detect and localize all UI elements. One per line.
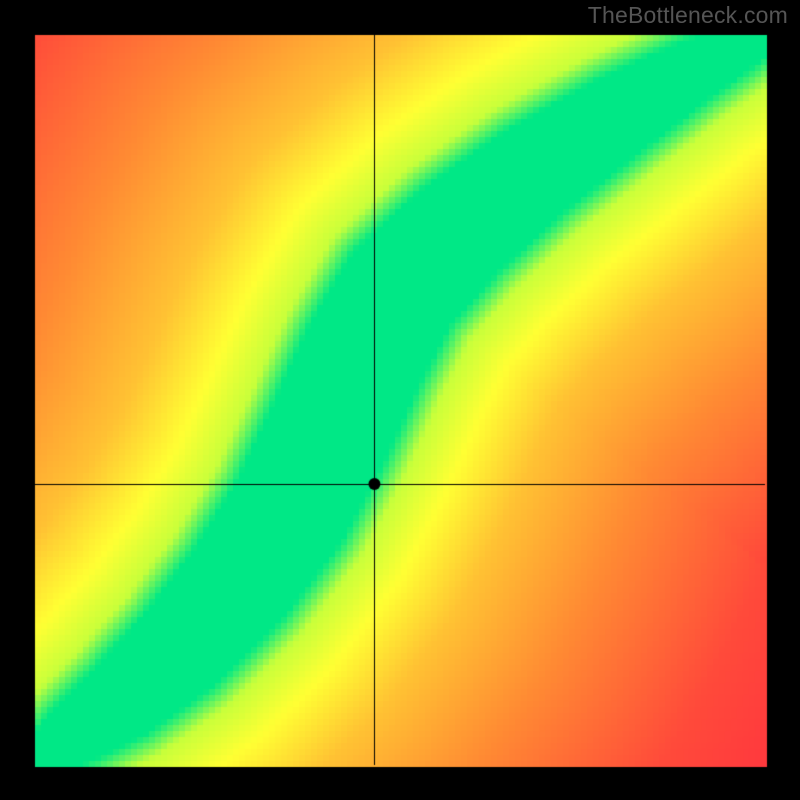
bottleneck-heatmap	[0, 0, 800, 800]
attribution-label: TheBottleneck.com	[588, 2, 788, 29]
chart-container: TheBottleneck.com	[0, 0, 800, 800]
